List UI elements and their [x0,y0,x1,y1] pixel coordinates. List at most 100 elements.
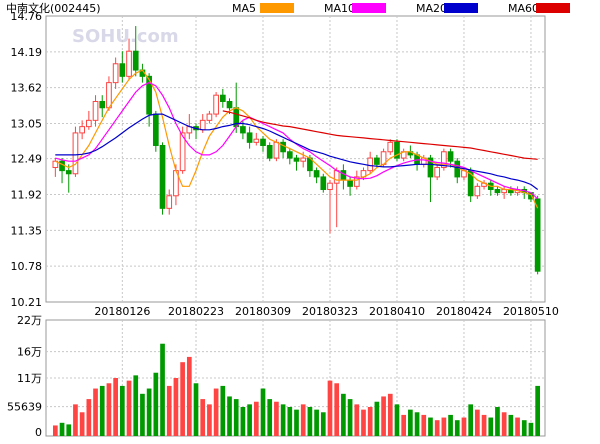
volume-bar [253,401,259,436]
candle-body [99,100,106,109]
candle-body [494,188,501,194]
candle-body [246,132,253,143]
price-axis: 14.76 14.19 13.62 13.05 12.49 11.92 11.35 10.78… [11,10,43,309]
candle-body [333,170,340,184]
volume-bar [93,388,98,436]
volume-bar [320,412,326,436]
volume-bar [354,404,360,436]
volume-bar [314,409,319,436]
candle-body [266,144,273,159]
volume-bar [267,399,273,436]
candle-body [260,138,266,146]
candle-body [387,141,394,153]
candle-body [219,94,226,102]
candle-body [159,144,166,209]
candle-body [106,82,112,109]
volume-bar [140,393,145,436]
candle-body [226,100,233,109]
volume-bar [461,417,467,436]
volume-bar [361,409,366,436]
volume-bar [207,404,212,436]
volume-bar [227,396,232,436]
candle-body [347,179,353,187]
volume-bar [240,407,246,436]
candle-body [534,198,541,272]
candle-body [253,138,260,143]
volume-bar [475,409,480,436]
candle-body [441,151,447,168]
candle-body [166,195,173,209]
candle-body [85,119,92,128]
legend-label-ma10: MA10 [324,2,355,15]
volume-bar [274,401,279,436]
volume-bar [421,414,427,436]
volume-bar [501,412,507,436]
volume-bar [481,414,487,436]
candle-body [427,157,434,178]
candle-body [179,132,186,172]
volume-bars [53,343,540,436]
volume-bar [287,407,293,436]
price-tick-label: 11.92 [11,189,43,202]
candle-body [474,185,481,197]
candle-body [92,100,99,121]
legend-swatch-ma20 [444,3,478,13]
candle-body [206,113,213,121]
volume-bar [160,343,165,436]
volume-tick-label: 55639 [7,401,42,414]
volume-bar [468,404,474,436]
volume-bar [347,399,353,436]
volume-bar [59,422,65,436]
legend-swatch-ma10 [352,3,386,13]
volume-tick-label: 11万 [17,372,42,385]
volume-bar [528,422,534,436]
volume-bar [133,375,139,436]
candle-body [213,94,219,115]
candle-body [146,75,152,115]
candle-body [65,170,72,175]
line-ma5 [55,69,539,209]
volume-bar [387,393,393,436]
date-tick-label: 20180323 [302,305,358,318]
volume-bar [341,393,346,436]
volume-bar [99,385,105,436]
grid [45,15,546,437]
volume-bar [367,407,373,436]
volume-bar [414,412,420,436]
volume-bar [213,388,219,436]
candle-body [240,126,246,134]
date-tick-label: 20180223 [168,305,224,318]
candles [52,26,541,275]
candle-body [340,170,347,181]
legend-label-ma20: MA20 [416,2,447,15]
candle-body [320,176,327,190]
volume-axis: 22万 16万 11万 55639 0 [7,314,42,439]
moving-averages [55,69,539,209]
legend-swatch-ma60 [536,3,570,13]
volume-bar [153,372,159,436]
candle-body [394,141,400,159]
volume-bar [334,383,340,436]
volume-bar [294,409,299,436]
line-ma20 [55,113,539,190]
volume-bar [280,404,286,436]
volume-bar [53,425,58,436]
candle-body [447,151,454,162]
volume-bar [113,378,118,436]
volume-bar [408,409,413,436]
price-tick-label: 14.76 [11,10,43,23]
price-tick-label: 14.19 [11,46,43,59]
volume-bar [166,385,172,436]
candle-body [79,126,85,134]
volume-bar [394,404,400,436]
volume-bar [381,396,386,436]
volume-bar [327,380,333,436]
candle-body [353,176,360,187]
volume-bar [73,404,78,436]
legend: MA5 MA10 MA20 MA60 [232,2,570,15]
volume-bar [454,420,460,436]
volume-bar [495,407,500,436]
volume-bar [86,399,92,436]
price-tick-label: 13.62 [11,82,43,95]
volume-bar [247,404,252,436]
